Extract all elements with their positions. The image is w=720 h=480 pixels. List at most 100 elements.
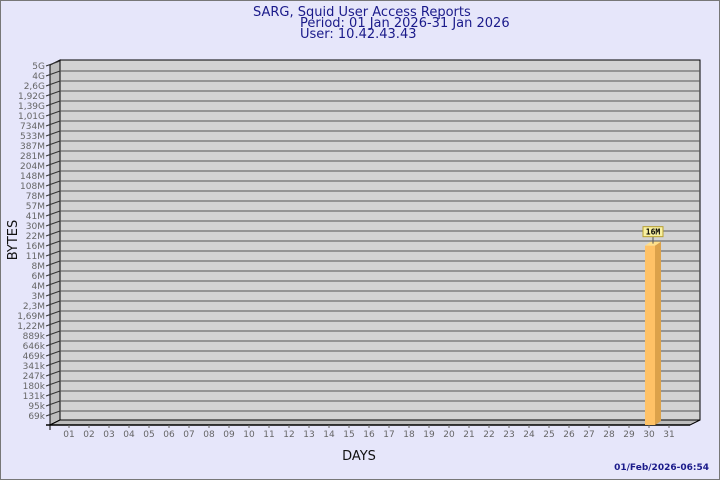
y-tick: [45, 400, 61, 407]
y-tick: [45, 230, 61, 237]
y-tick-label: 341k: [23, 362, 46, 372]
y-tick: [45, 360, 61, 367]
x-tick-label: 04: [123, 430, 135, 440]
y-tick-label: 69k: [28, 412, 45, 422]
y-tick: [45, 140, 61, 147]
x-tick-label: 26: [563, 430, 575, 440]
x-tick-label: 11: [263, 430, 274, 440]
y-tick-label: 1,39G: [18, 102, 45, 112]
y-axis-label: BYTES: [6, 220, 21, 261]
y-tick-label: 204M: [20, 162, 45, 172]
y-tick: [45, 130, 61, 137]
x-tick-label: 19: [423, 430, 435, 440]
x-tick-label: 17: [383, 430, 394, 440]
y-tick-label: 1,92G: [18, 92, 45, 102]
data-label-box: [642, 226, 664, 238]
y-tick: [45, 300, 61, 307]
y-tick: [45, 100, 61, 107]
y-tick: [45, 340, 61, 347]
y-tick: [45, 180, 61, 187]
y-tick-label: 2,3M: [23, 302, 45, 312]
x-axis-label: DAYS: [342, 449, 376, 464]
y-tick: [45, 380, 61, 387]
y-tick: [45, 170, 61, 177]
y-tick: [45, 310, 61, 317]
y-tick-label: 8M: [32, 262, 46, 272]
x-tick-label: 31: [663, 430, 674, 440]
x-tick-label: 22: [483, 430, 494, 440]
chart-user: User: 10.42.43.43: [300, 27, 416, 42]
x-tick-label: 25: [543, 430, 554, 440]
x-tick-label: 06: [163, 430, 175, 440]
y-tick-label: 95k: [28, 402, 45, 412]
y-tick-label: 4G: [32, 72, 45, 82]
y-tick-label: 889k: [23, 332, 46, 342]
y-tick-label: 281M: [20, 152, 45, 162]
y-tick-label: 387M: [20, 142, 45, 152]
x-tick-label: 18: [403, 430, 415, 440]
y-tick-label: 6M: [32, 272, 46, 282]
y-tick: [45, 190, 61, 197]
y-tick-label: 180k: [23, 382, 46, 392]
y-tick-label: 41M: [26, 212, 45, 222]
chart-title: SARG, Squid User Access Reports: [253, 5, 471, 20]
x-tick-label: 10: [243, 430, 255, 440]
x-tick-label: 15: [343, 430, 354, 440]
x-tick-label: 03: [103, 430, 114, 440]
x-tick-label: 12: [283, 430, 294, 440]
y-tick: [45, 290, 61, 297]
y-tick: [45, 90, 61, 97]
y-tick-label: 108M: [20, 182, 45, 192]
x-tick-label: 14: [323, 430, 335, 440]
y-tick-label: 57M: [26, 202, 45, 212]
y-tick: [45, 120, 61, 127]
y-tick-label: 131k: [23, 392, 46, 402]
y-tick: [45, 70, 61, 77]
bar: [645, 245, 655, 425]
y-tick-label: 78M: [26, 192, 45, 202]
y-tick-label: 1,69M: [17, 312, 45, 322]
y-tick: [45, 200, 61, 207]
y-tick: [45, 210, 61, 217]
y-tick-label: 16M: [26, 242, 45, 252]
x-tick-label: 09: [223, 430, 235, 440]
x-tick-label: 29: [623, 430, 635, 440]
y-tick-label: 5G: [32, 62, 45, 72]
y-tick: [45, 270, 61, 277]
x-tick-label: 28: [603, 430, 615, 440]
y-tick-label: 30M: [26, 222, 45, 232]
x-tick-label: 27: [583, 430, 594, 440]
x-tick-label: 21: [463, 430, 474, 440]
y-tick-label: 734M: [20, 122, 45, 132]
y-tick-label: 148M: [20, 172, 45, 182]
y-tick-label: 11M: [26, 252, 45, 262]
y-tick-label: 247k: [23, 372, 46, 382]
y-tick-label: 1,22M: [17, 322, 45, 332]
data-label: 16M: [646, 228, 661, 237]
y-tick-label: 2,6G: [24, 82, 45, 92]
y-tick: [45, 160, 61, 167]
y-tick: [45, 280, 61, 287]
y-tick-label: 469k: [23, 352, 46, 362]
chart-period: Period: 01 Jan 2026-31 Jan 2026: [300, 16, 510, 31]
x-tick-label: 07: [183, 430, 194, 440]
y-tick-label: 646k: [23, 342, 46, 352]
y-tick-label: 4M: [32, 282, 46, 292]
plot-back-wall: [59, 59, 701, 421]
x-tick-label: 08: [203, 430, 215, 440]
y-tick: [45, 110, 61, 117]
y-tick: [45, 240, 61, 247]
x-tick-label: 30: [643, 430, 655, 440]
x-tick-label: 05: [143, 430, 154, 440]
x-tick-label: 02: [83, 430, 94, 440]
y-tick-label: 1,01G: [18, 112, 45, 122]
y-tick: [45, 330, 61, 337]
x-tick-label: 20: [443, 430, 455, 440]
y-tick: [45, 410, 61, 417]
x-tick-label: 13: [303, 430, 314, 440]
bar-side: [655, 241, 661, 425]
y-tick-label: 533M: [20, 132, 45, 142]
y-tick: [45, 260, 61, 267]
y-tick: [45, 80, 61, 87]
